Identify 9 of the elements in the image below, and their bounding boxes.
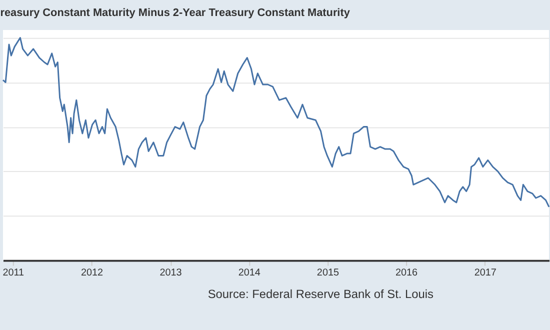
x-tick-label: 2011	[2, 268, 25, 279]
x-tick-label: 2012	[80, 268, 104, 279]
x-tick-label: 2016	[396, 268, 418, 279]
source-note: Source: Federal Reserve Bank of St. Louis	[208, 287, 434, 302]
chart-title: reasury Constant Maturity Minus 2-Year Treasury Constant Maturity	[0, 7, 350, 20]
x-tick-label: 2013	[160, 268, 182, 279]
x-tick-label: 2014	[238, 268, 261, 279]
x-tick-label: 2017	[474, 268, 497, 279]
x-tick-label: 2015	[316, 268, 340, 279]
